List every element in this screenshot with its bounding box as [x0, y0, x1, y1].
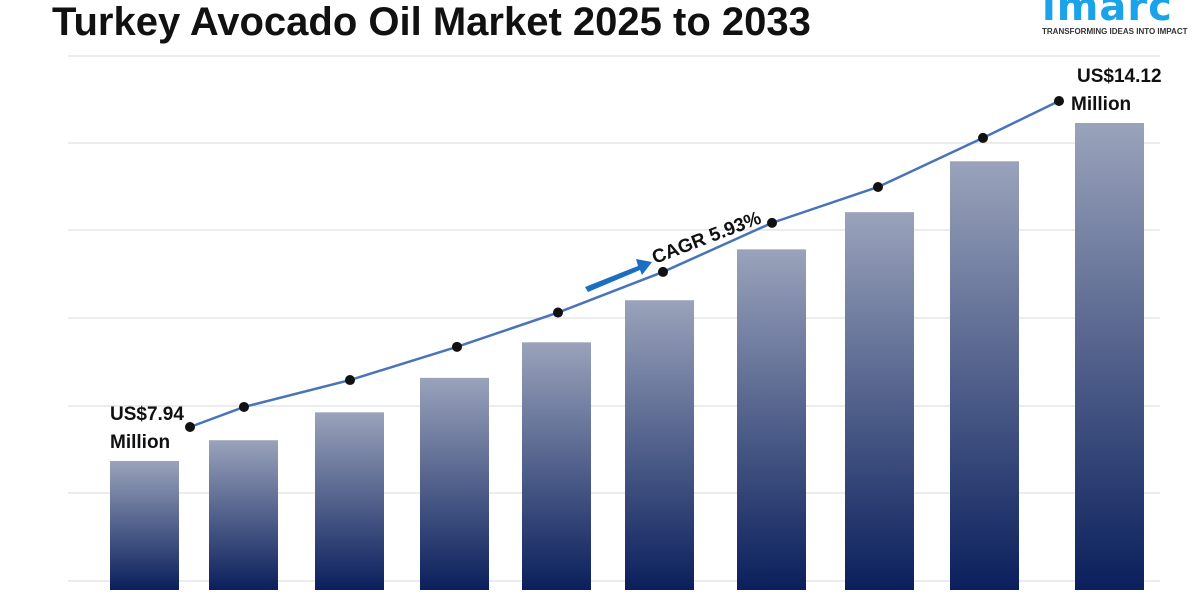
bar: [110, 461, 179, 590]
bar: [625, 300, 694, 590]
start-unit-label: Million: [110, 432, 170, 453]
bar: [209, 440, 278, 590]
logo-wordmark: imarc: [1042, 0, 1173, 24]
trend-point: [658, 266, 668, 277]
cagr-arrow-icon: [585, 259, 652, 292]
logo-tagline: TRANSFORMING IDEAS INTO IMPACT: [1042, 27, 1188, 36]
trend-point: [767, 217, 777, 228]
bar: [950, 161, 1019, 590]
end-value-label: US$14.12: [1077, 66, 1162, 87]
trend-point: [1054, 96, 1064, 106]
imarc-logo: imarc TRANSFORMING IDEAS INTO IMPACT: [1030, 0, 1200, 40]
trend-point: [553, 307, 563, 318]
bar: [522, 342, 591, 590]
trend-point: [185, 422, 195, 432]
trend-point: [873, 181, 883, 192]
chart-title: Turkey Avocado Oil Market 2025 to 2033: [52, 0, 811, 44]
trend-line: [189, 99, 1060, 429]
bar: [420, 377, 489, 590]
trend-point: [239, 401, 249, 412]
bar: [1075, 123, 1144, 590]
trend-point: [345, 375, 355, 386]
end-unit-label: Million: [1071, 94, 1131, 115]
bar: [737, 249, 806, 590]
start-value-label: US$7.94: [110, 404, 184, 425]
trend-point: [452, 341, 462, 352]
trend-point: [978, 132, 988, 143]
bar: [315, 412, 384, 590]
bar: [845, 212, 914, 590]
